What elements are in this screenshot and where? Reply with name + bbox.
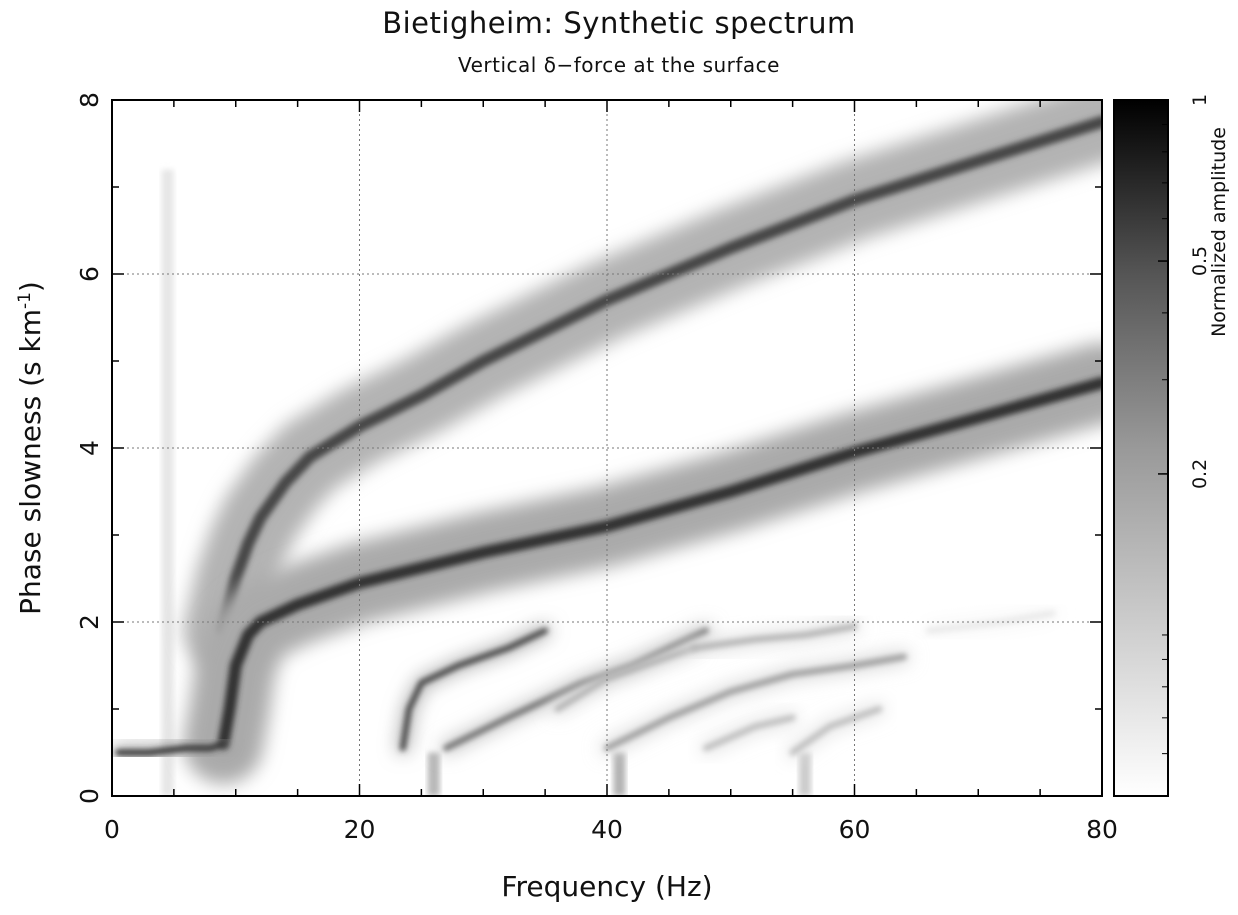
x-tick-label-80: 80 <box>1086 815 1118 844</box>
spectrum-heatmap <box>112 100 1102 796</box>
y-axis-label: Phase slowness (s km-1) <box>14 281 47 615</box>
x-tick-label-20: 20 <box>344 815 376 844</box>
chart-subtitle: Vertical δ−force at the surface <box>458 53 780 77</box>
y-tick-label-4: 4 <box>75 440 104 456</box>
grid-lines <box>112 100 1102 796</box>
colorbar-ticks: 0.2 0.5 1 <box>1158 94 1211 755</box>
vertical-band-3 <box>799 752 811 796</box>
y-tick-label-2: 2 <box>75 614 104 630</box>
colorbar-tick-label-0.5: 0.5 <box>1189 246 1211 276</box>
x-tick-label-60: 60 <box>839 815 871 844</box>
branch-8 <box>789 706 883 756</box>
colorbar-tick-label-0.2: 0.2 <box>1189 459 1211 489</box>
y-tick-label-0: 0 <box>75 788 104 804</box>
y-tick-label-6: 6 <box>75 266 104 282</box>
x-tick-label-0: 0 <box>104 815 120 844</box>
branch-6 <box>690 623 858 652</box>
y-axis-label-end: ) <box>14 281 47 292</box>
vertical-band-2 <box>613 752 626 796</box>
vertical-band-0 <box>161 169 174 796</box>
y-axis-label-main: Phase slowness (s km <box>14 309 47 615</box>
branch-10 <box>115 740 227 756</box>
y-axis-label-superscript: -1 <box>15 292 35 309</box>
colorbar-tick-label-1: 1 <box>1189 94 1211 106</box>
vertical-band-1 <box>427 752 440 796</box>
colorbar <box>1114 100 1168 796</box>
y-tick-label-8: 8 <box>75 92 104 108</box>
x-tick-label-40: 40 <box>591 815 623 844</box>
colorbar-label: Normalized amplitude <box>1208 127 1230 337</box>
colorbar-frame <box>1113 99 1169 797</box>
axis-ticks: 0 20 40 60 80 0 2 4 6 8 <box>75 92 1118 844</box>
x-axis-label: Frequency (Hz) <box>501 870 712 903</box>
branch-7 <box>703 714 796 752</box>
chart-title: Bietigheim: Synthetic spectrum <box>382 6 856 40</box>
branch-5 <box>604 653 907 752</box>
branch-0 <box>217 115 1102 637</box>
branch-2 <box>399 627 549 752</box>
branch-4 <box>554 645 697 712</box>
branch-1 <box>217 376 1102 750</box>
